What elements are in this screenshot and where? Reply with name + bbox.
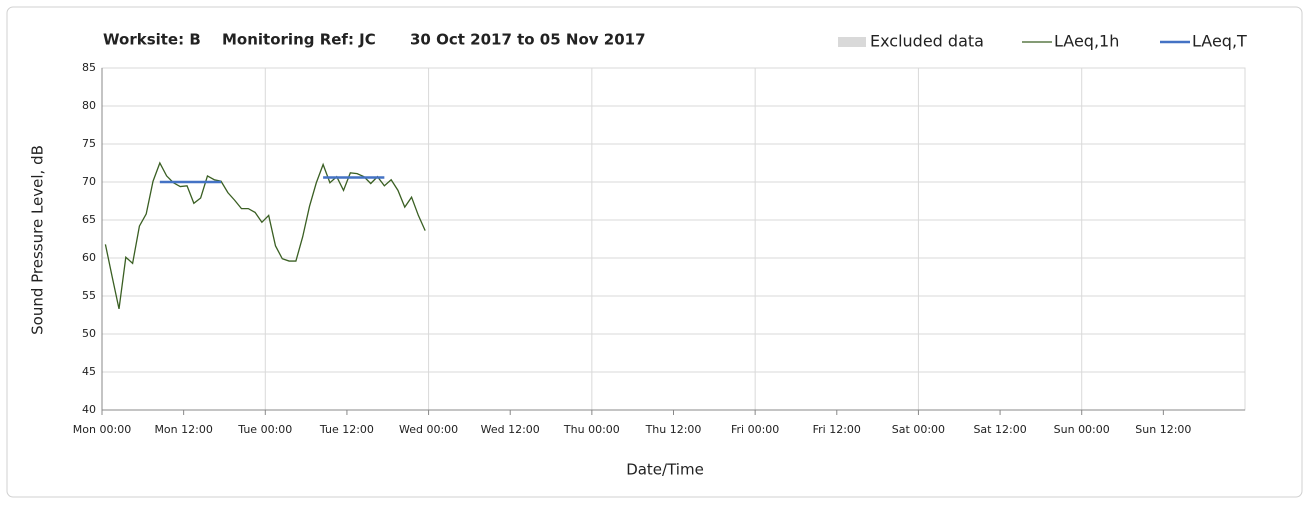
y-tick-label: 40 <box>82 403 96 416</box>
y-tick-label: 80 <box>82 99 96 112</box>
y-tick-label: 65 <box>82 213 96 226</box>
chart-title: Worksite: B <box>103 31 201 49</box>
y-tick-label: 45 <box>82 365 96 378</box>
x-tick-label: Wed 12:00 <box>481 423 540 436</box>
y-tick-label: 75 <box>82 137 96 150</box>
series-line <box>104 161 426 310</box>
x-tick-label: Fri 12:00 <box>813 423 861 436</box>
legend-label: LAeq,1h <box>1054 32 1119 51</box>
legend-label: Excluded data <box>870 32 984 51</box>
x-tick-label: Thu 12:00 <box>645 423 702 436</box>
chart-title: 30 Oct 2017 to 05 Nov 2017 <box>410 31 646 49</box>
chart-frame <box>6 6 1303 498</box>
legend-swatch <box>838 37 866 47</box>
x-tick-label: Fri 00:00 <box>731 423 779 436</box>
x-tick-label: Tue 00:00 <box>237 423 292 436</box>
x-tick-label: Sun 00:00 <box>1054 423 1110 436</box>
y-tick-label: 60 <box>82 251 96 264</box>
x-tick-label: Mon 12:00 <box>154 423 212 436</box>
y-tick-label: 70 <box>82 175 96 188</box>
x-tick-label: Wed 00:00 <box>399 423 458 436</box>
x-tick-label: Mon 00:00 <box>73 423 131 436</box>
y-tick-label: 85 <box>82 61 96 74</box>
legend-label: LAeq,T <box>1192 32 1247 51</box>
x-tick-label: Sun 12:00 <box>1135 423 1191 436</box>
chart-title: Monitoring Ref: JC <box>222 31 376 49</box>
x-tick-label: Sat 00:00 <box>892 423 945 436</box>
x-tick-label: Tue 12:00 <box>319 423 374 436</box>
x-tick-label: Sat 12:00 <box>973 423 1026 436</box>
x-tick-label: Thu 00:00 <box>563 423 620 436</box>
y-axis-label: Sound Pressure Level, dB <box>29 145 47 335</box>
y-tick-label: 55 <box>82 289 96 302</box>
y-tick-label: 50 <box>82 327 96 340</box>
x-axis-label: Date/Time <box>626 461 704 479</box>
